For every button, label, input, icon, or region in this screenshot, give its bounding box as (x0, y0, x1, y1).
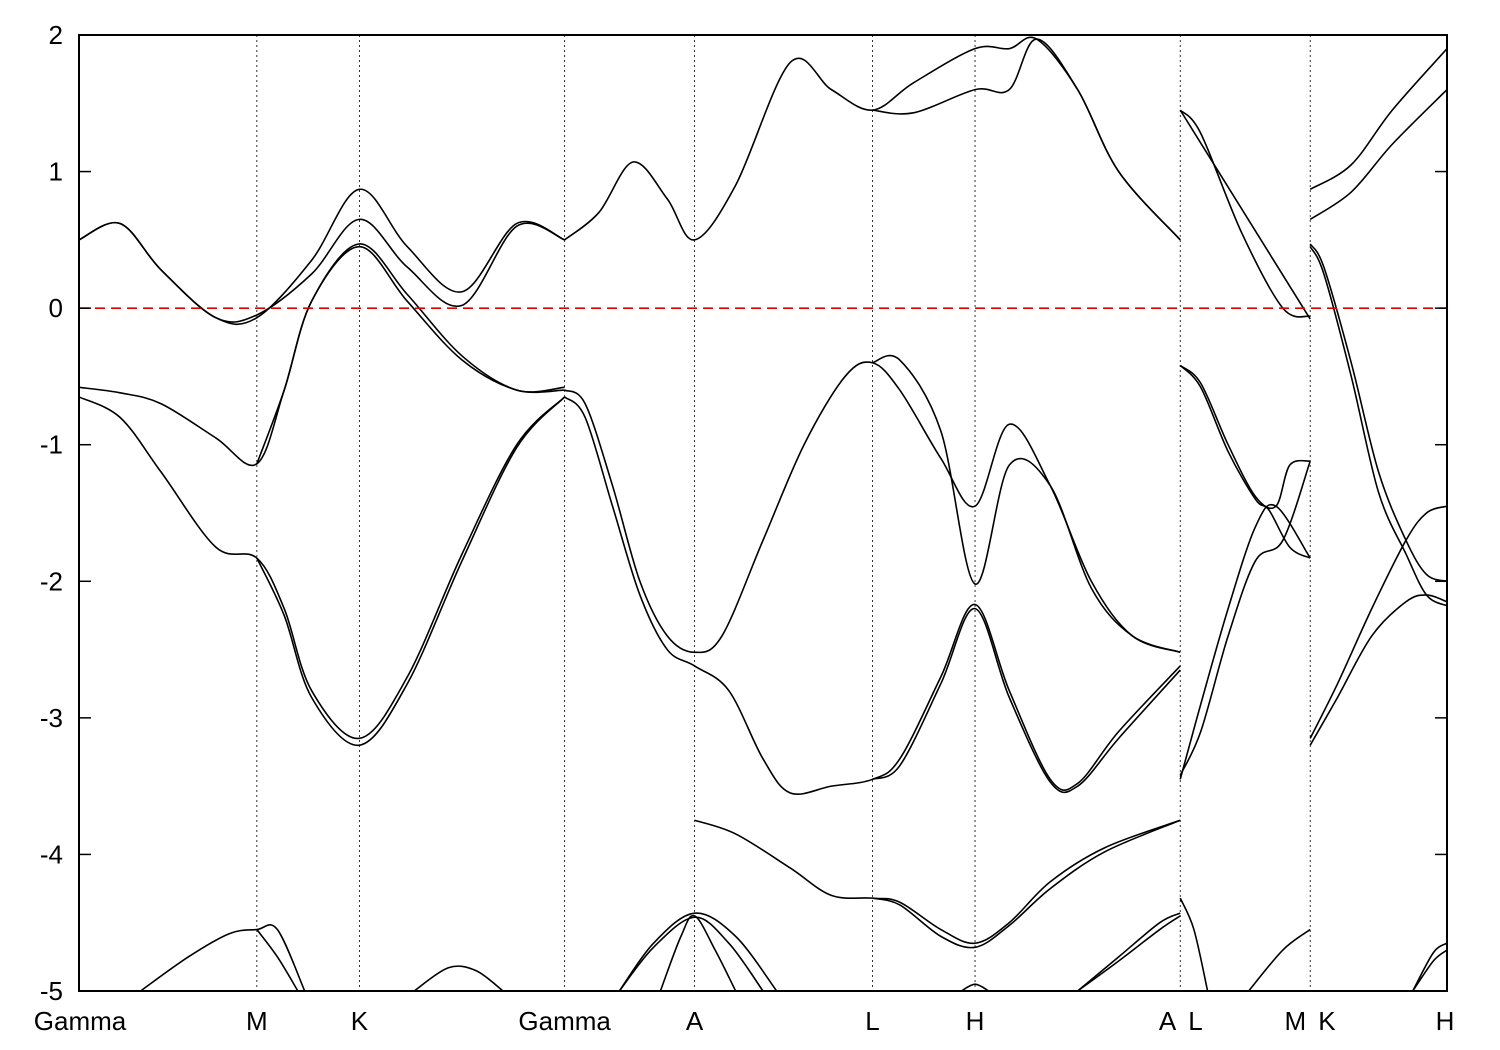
band-line-12 (694, 819, 1181, 945)
band-line-9 (872, 354, 1181, 654)
band-line-32 (1309, 89, 1447, 221)
band-line-24 (1179, 109, 1311, 318)
band-line-25 (1179, 364, 1311, 510)
band-line-38 (1412, 949, 1447, 991)
band-line-13 (872, 819, 1181, 949)
band-line-0 (79, 188, 565, 326)
band-series (79, 36, 1447, 991)
x-tick-label-l: L (865, 1006, 879, 1036)
x-tick-label-k: K (1318, 1006, 1336, 1036)
band-line-36 (1309, 594, 1447, 746)
y-tick-label: 2 (49, 20, 63, 50)
y-axis-ticks (79, 34, 1447, 992)
x-tick-label-l: L (1188, 1006, 1202, 1036)
x-tick-label-k: K (351, 1006, 369, 1036)
band-line-3 (872, 38, 1181, 241)
band-line-28 (1179, 460, 1311, 776)
band-line-10 (564, 396, 1181, 795)
band-line-15 (256, 929, 299, 991)
band-line-14 (140, 924, 306, 991)
band-line-26 (1179, 364, 1311, 559)
band-line-30 (1248, 928, 1311, 991)
band-line-22 (1077, 915, 1181, 991)
y-axis-tick-labels: 2 1 0 -1 -2 -3 -4 -5 (40, 20, 63, 1006)
band-line-18 (618, 916, 764, 991)
x-tick-label-a: A (686, 1006, 704, 1036)
band-line-4 (79, 243, 565, 467)
band-line-2 (564, 36, 1181, 241)
band-line-20 (960, 983, 990, 991)
y-tick-label: 0 (49, 293, 63, 323)
band-line-1 (79, 218, 565, 323)
x-tick-label-m: M (1285, 1006, 1307, 1036)
y-tick-label: -5 (40, 976, 63, 1006)
x-tick-label-gamma: Gamma (518, 1006, 611, 1036)
band-line-19 (659, 914, 737, 991)
x-tick-label-a: A (1159, 1006, 1177, 1036)
band-line-35 (1309, 505, 1447, 739)
band-line-5 (256, 245, 565, 465)
y-tick-label: -1 (40, 430, 63, 460)
band-line-33 (1309, 243, 1447, 583)
x-tick-label-gamma: Gamma (34, 1006, 127, 1036)
x-tick-label-h: H (1436, 1006, 1455, 1036)
band-line-21 (1077, 912, 1181, 991)
band-line-29 (1179, 897, 1209, 991)
y-tick-label: -4 (40, 839, 63, 869)
band-line-7 (256, 396, 566, 746)
band-line-34 (1309, 246, 1447, 607)
x-axis-tick-labels: Gamma M K Gamma A L H A L M K H (34, 1006, 1455, 1036)
y-tick-label: -3 (40, 703, 63, 733)
x-tick-label-m: M (246, 1006, 268, 1036)
band-line-23 (1179, 109, 1311, 320)
x-tick-label-h: H (966, 1006, 985, 1036)
band-line-37 (1412, 942, 1447, 991)
band-line-11 (872, 607, 1181, 794)
y-tick-label: -2 (40, 566, 63, 596)
band-line-6 (79, 396, 566, 740)
kpoint-gridlines (256, 35, 1311, 991)
plot-frame (78, 34, 1448, 992)
band-line-17 (618, 912, 778, 991)
y-tick-label: 1 (49, 157, 63, 187)
band-line-31 (1309, 48, 1447, 191)
band-line-16 (413, 965, 504, 991)
band-line-27 (1179, 503, 1311, 780)
